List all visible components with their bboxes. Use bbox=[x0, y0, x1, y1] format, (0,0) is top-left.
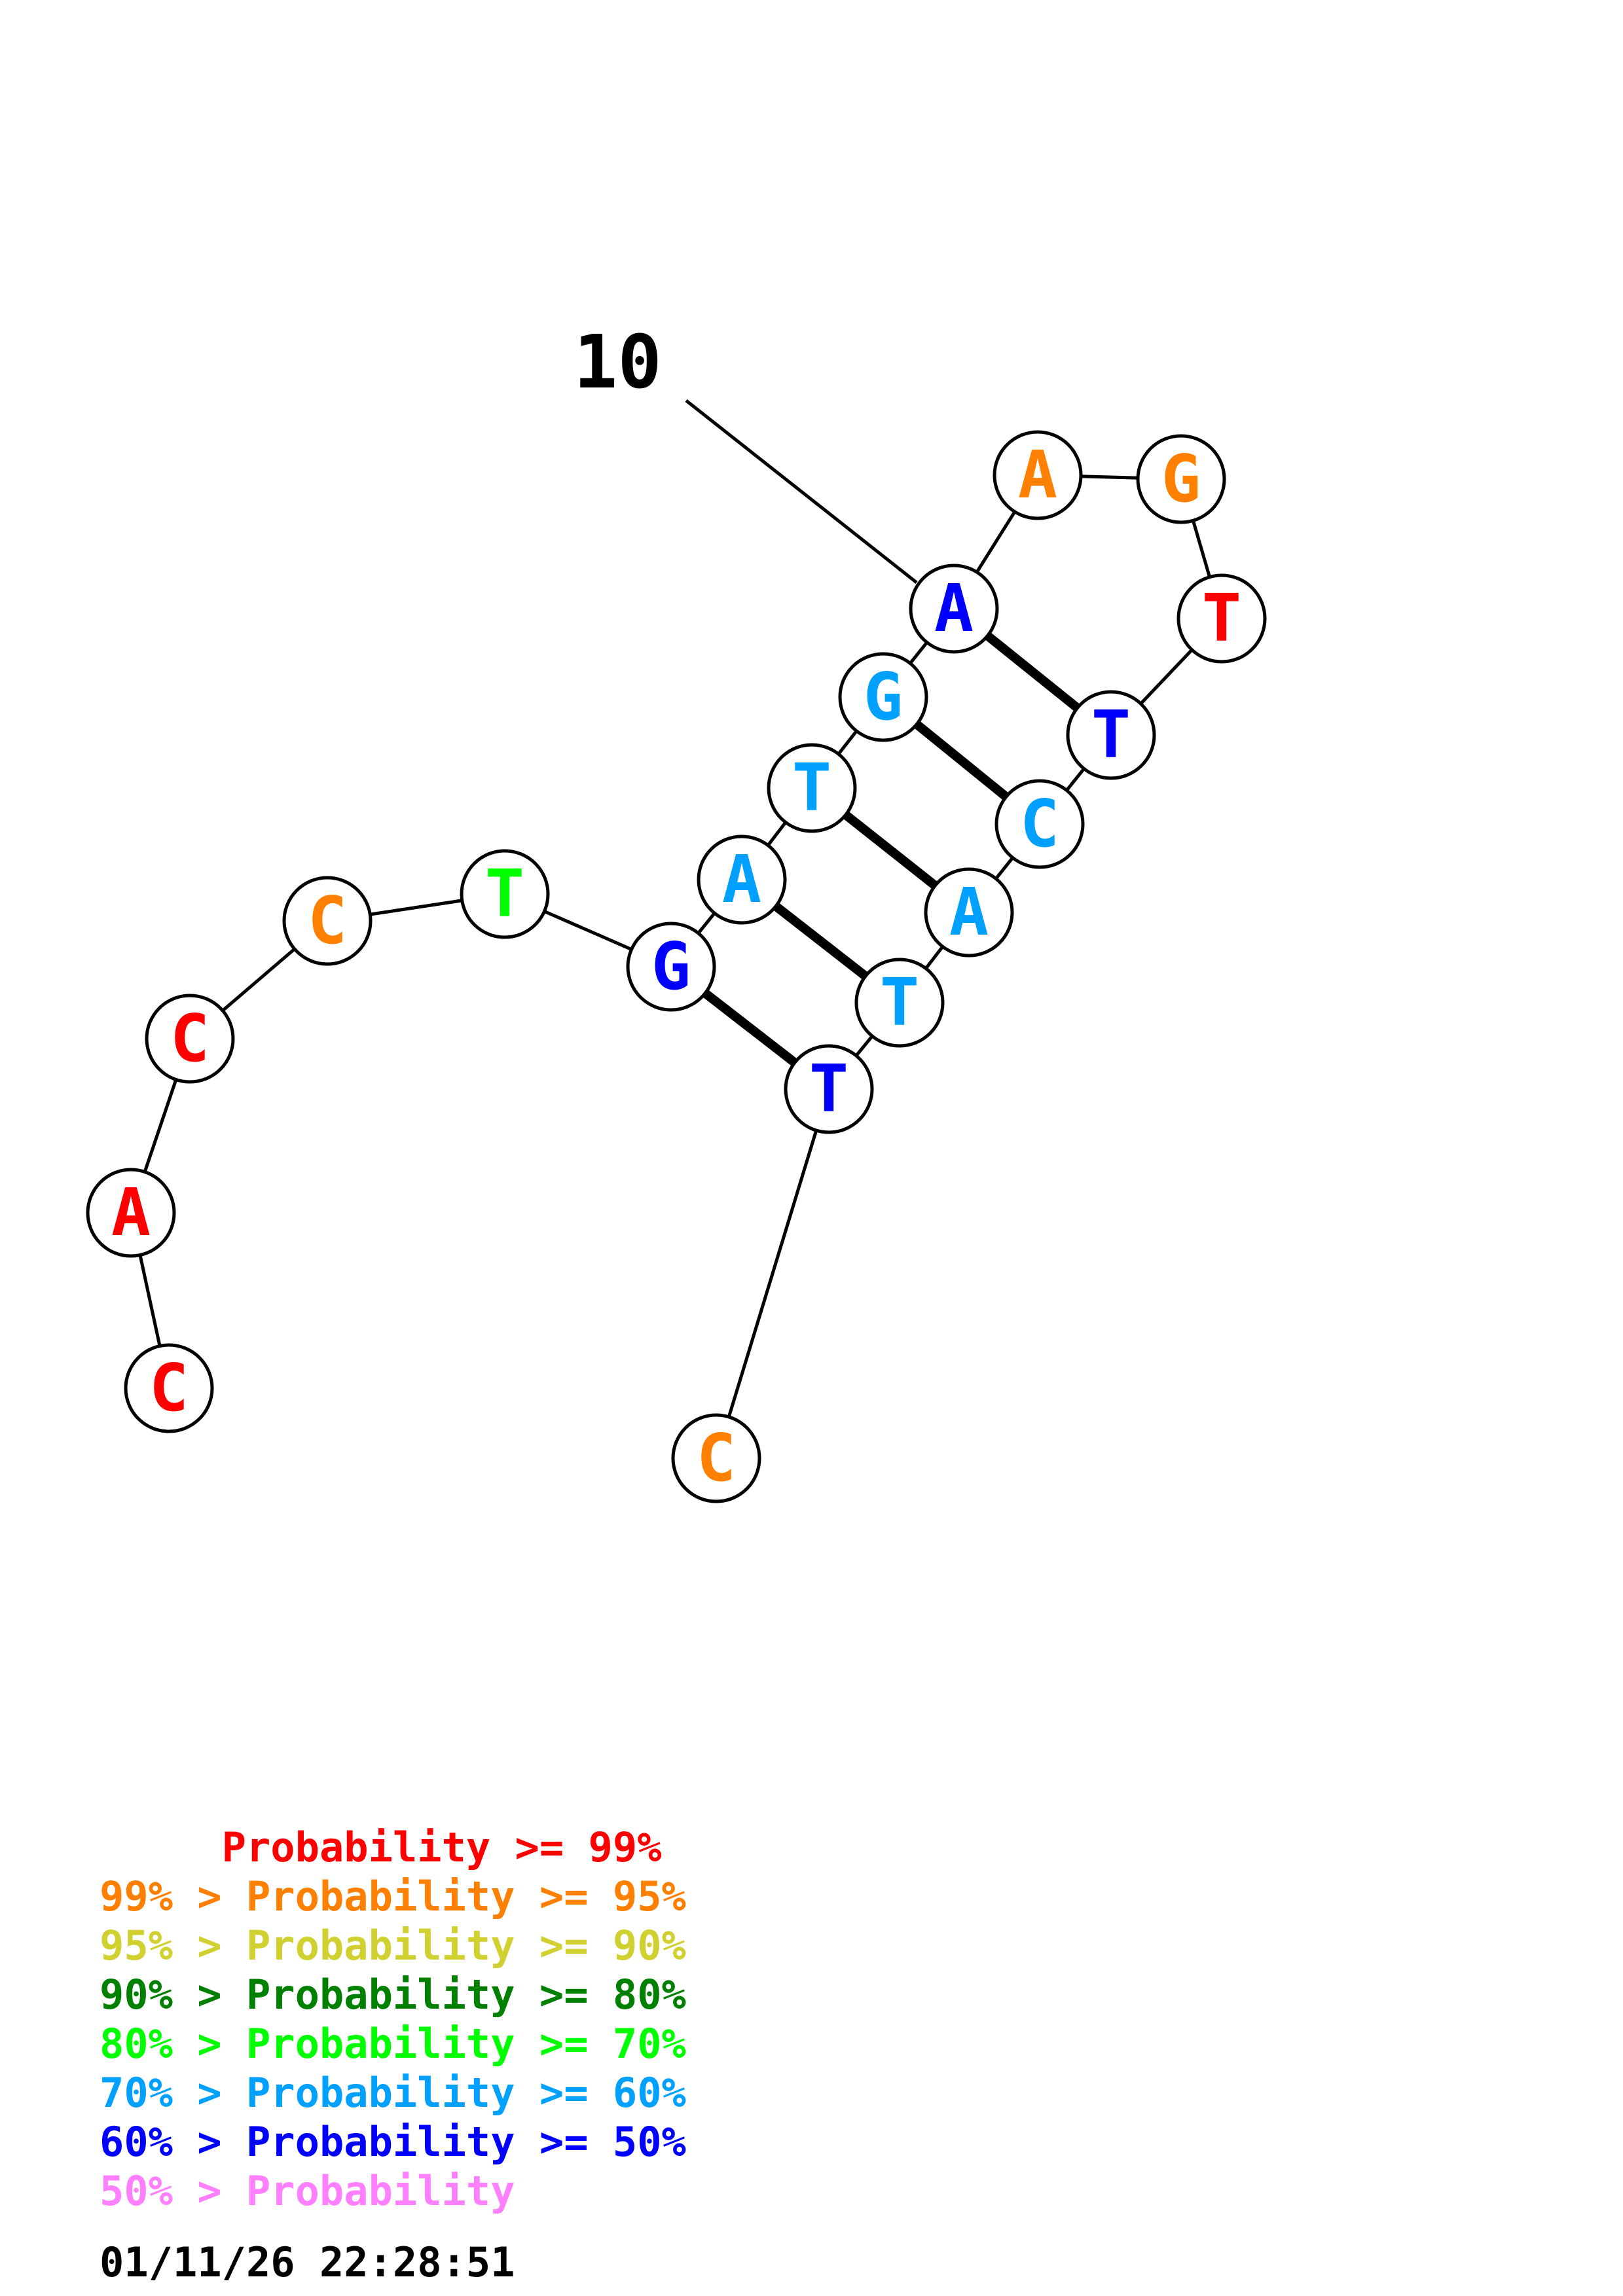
nucleotide: C bbox=[145, 994, 235, 1084]
nucleotide: G bbox=[838, 652, 928, 742]
nucleotide-letter: A bbox=[722, 841, 761, 918]
nucleotide: T bbox=[767, 743, 857, 833]
nucleotide-circle bbox=[124, 1343, 214, 1433]
legend-entry: 80% > Probability >= 70% bbox=[100, 2020, 686, 2068]
legend-entry: Probability >= 99% bbox=[100, 1823, 662, 1871]
nucleotide-circle bbox=[671, 1413, 761, 1503]
probability-legend: Probability >= 99% 99% > Probability >= 9… bbox=[100, 1823, 686, 2215]
position-tick-label: 10 bbox=[574, 320, 662, 405]
nucleotide: T bbox=[854, 958, 945, 1048]
nucleotide-circle bbox=[1176, 573, 1267, 664]
nucleotide-letter: A bbox=[934, 570, 974, 647]
nucleotide-letter: C bbox=[1020, 785, 1059, 862]
nucleotide: A bbox=[697, 834, 787, 925]
nucleotide-letter: T bbox=[880, 964, 919, 1041]
nucleotide-circle bbox=[145, 994, 235, 1084]
nucleotide: C bbox=[994, 779, 1085, 869]
nucleotide-circle bbox=[854, 958, 945, 1048]
position-marker: 10 bbox=[574, 320, 918, 584]
legend-entry: 70% > Probability >= 60% bbox=[100, 2069, 686, 2117]
nucleotide: C bbox=[671, 1413, 761, 1503]
nucleotide-letter: A bbox=[949, 874, 989, 950]
nucleotide-letter: C bbox=[697, 1420, 736, 1496]
nucleotide-letter: G bbox=[651, 928, 691, 1005]
nucleotide: A bbox=[993, 430, 1083, 520]
nucleotide: T bbox=[784, 1044, 874, 1134]
nucleotide-letter: T bbox=[809, 1050, 848, 1127]
timestamp: 01/11/26 22:28:51 bbox=[100, 2238, 515, 2286]
backbone-segment bbox=[714, 1088, 831, 1459]
nucleotide-circle bbox=[460, 849, 550, 939]
nucleotide-letter: G bbox=[864, 658, 903, 735]
nucleotide-letter: G bbox=[1161, 440, 1201, 517]
nucleotide-letter: C bbox=[149, 1350, 189, 1426]
nucleotide-circle bbox=[838, 652, 928, 742]
nucleotide-letter: C bbox=[308, 882, 347, 959]
nucleotide: G bbox=[626, 922, 716, 1012]
nucleotide-circle bbox=[86, 1168, 176, 1258]
legend-entry: 95% > Probability >= 90% bbox=[100, 1922, 686, 1969]
nucleotide-circle bbox=[993, 430, 1083, 520]
nucleotide-circle bbox=[767, 743, 857, 833]
nucleotide-circle bbox=[994, 779, 1085, 869]
nucleotide-circle bbox=[1066, 690, 1156, 780]
nucleotide-letter: C bbox=[170, 1000, 210, 1077]
legend-entry: 60% > Probability >= 50% bbox=[100, 2118, 686, 2166]
legend-entry: 50% > Probability bbox=[100, 2167, 515, 2215]
position-tick-line bbox=[685, 399, 918, 584]
nucleotide: T bbox=[1176, 573, 1267, 664]
nucleotide: A bbox=[909, 564, 999, 654]
nucleotide-circle bbox=[282, 876, 373, 966]
nucleotide-circle bbox=[626, 922, 716, 1012]
nucleotide-letter: A bbox=[1018, 437, 1057, 513]
nucleotide-letter: T bbox=[1091, 696, 1131, 773]
nucleotide-letter: T bbox=[792, 749, 831, 826]
nucleotide-circle bbox=[1136, 434, 1226, 524]
nucleotide: T bbox=[1066, 690, 1156, 780]
nucleotide-circle bbox=[784, 1044, 874, 1134]
nucleotide-letter: T bbox=[485, 855, 524, 932]
legend-entry: 90% > Probability >= 80% bbox=[100, 1971, 686, 2018]
nucleotide-circle bbox=[924, 867, 1014, 958]
nucleotide-circle bbox=[697, 834, 787, 925]
nucleotide-letter: T bbox=[1202, 580, 1241, 656]
nucleotide: C bbox=[282, 876, 373, 966]
nucleotide-circle bbox=[909, 564, 999, 654]
nucleotide: C bbox=[124, 1343, 214, 1433]
nucleotide-letter: A bbox=[111, 1174, 151, 1251]
nucleotide: T bbox=[460, 849, 550, 939]
legend-entry: 99% > Probability >= 95% bbox=[100, 1873, 686, 1920]
nucleotide: G bbox=[1136, 434, 1226, 524]
nucleotide: A bbox=[86, 1168, 176, 1258]
nucleotide: A bbox=[924, 867, 1014, 958]
